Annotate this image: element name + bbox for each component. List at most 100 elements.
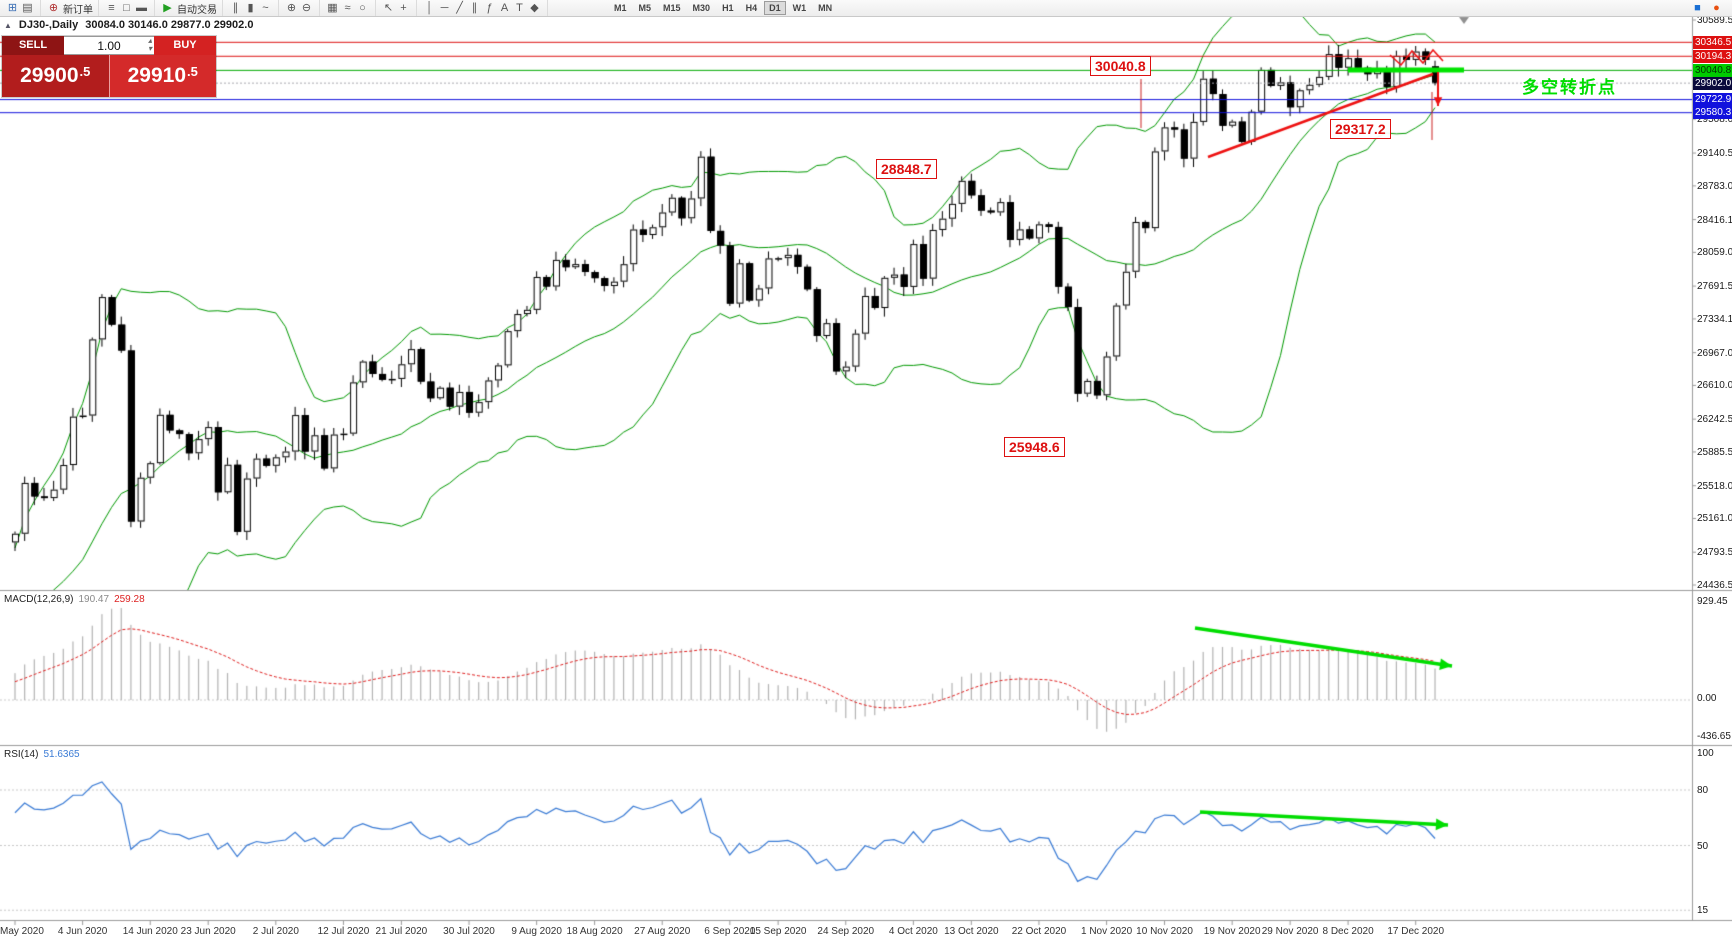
timeframe-button-H1[interactable]: H1 — [722, 3, 734, 13]
fibonacci-icon[interactable]: ƒ — [486, 2, 493, 14]
toolbar: ⊞ ▤ ⊕ 新订单 ≡ □ ▬ ▶ 自动交易 ∥ ▮ ~ ⊕ ⊖ ▦ ≈ ○ ↖ + │ ─ ╱ ∥ ƒ A T ◆ M1 M5 M15… — [0, 0, 1732, 17]
buy-button[interactable]: BUY — [154, 36, 216, 55]
rsi-value: 51.6365 — [43, 749, 80, 760]
candlestick-icon[interactable]: ▮ — [247, 2, 254, 14]
crosshair-icon[interactable]: + — [400, 2, 407, 14]
bar-chart-icon[interactable]: ∥ — [232, 2, 239, 14]
rsi-axis-label: 100 — [1697, 748, 1714, 759]
macd-axis-label: 0.00 — [1697, 693, 1717, 704]
price-annotation: 25948.6 — [1004, 437, 1065, 457]
profiles-icon[interactable]: ▤ — [22, 2, 33, 14]
bid-price-fraction: .5 — [79, 63, 91, 79]
price-axis-label: 25885.5 — [1697, 446, 1732, 458]
date-axis-label: 12 Jul 2020 — [317, 926, 370, 937]
timeframe-button-MN[interactable]: MN — [818, 3, 833, 13]
timeframe-button-M15[interactable]: M15 — [663, 3, 681, 13]
toolbar-group: ∥ ▮ ~ — [223, 0, 279, 16]
price-line-label: 30194.3 — [1693, 49, 1732, 63]
toolbar-group: ≡ □ ▬ — [99, 0, 155, 16]
rsi-label: RSI(14) 51.6365 — [4, 749, 80, 760]
timeframe-button-M30[interactable]: M30 — [692, 3, 711, 13]
date-axis-label: 19 Nov 2020 — [1203, 926, 1261, 937]
text-icon[interactable]: A — [500, 2, 509, 14]
toolbar-left-groups: ⊞ ▤ ⊕ 新订单 ≡ □ ▬ ▶ 自动交易 ∥ ▮ ~ ⊕ ⊖ ▦ ≈ ○ ↖ + │ ─ ╱ ∥ ƒ A T ◆ — [0, 0, 548, 16]
timeframe-button-M1[interactable]: M1 — [614, 3, 627, 13]
auto-trading-button[interactable]: ▶ — [163, 2, 172, 14]
macd-name: MACD(12,26,9) — [4, 594, 74, 605]
toolbar-group: ⊕ ⊖ — [279, 0, 320, 16]
market-watch-icon[interactable]: ≡ — [108, 2, 115, 14]
new-order-button[interactable]: ⊕ — [48, 2, 59, 14]
zoom-in-icon[interactable]: ⊕ — [286, 2, 297, 14]
vertical-line-icon[interactable]: │ — [426, 2, 433, 14]
tile-windows-icon[interactable]: ▦ — [327, 2, 338, 14]
chat-icon[interactable]: ■ — [1694, 2, 1701, 14]
zoom-out-icon[interactable]: ⊖ — [301, 2, 312, 14]
indicators-icon[interactable]: ≈ — [344, 2, 351, 14]
horizontal-line-icon[interactable]: ─ — [440, 2, 449, 14]
date-axis-label: 22 Oct 2020 — [1011, 926, 1067, 937]
sell-price-button[interactable]: 29900 .5 — [2, 55, 109, 97]
volume-input[interactable]: 1.00 ▴ ▾ — [64, 36, 154, 55]
macd-main-value: 190.47 — [78, 594, 110, 605]
timeframe-button-M5[interactable]: M5 — [638, 3, 652, 13]
alert-icon[interactable]: ● — [1713, 2, 1720, 14]
macd-label: MACD(12,26,9) 190.47 259.28 — [4, 594, 145, 605]
timeframe-button-W1[interactable]: W1 — [792, 3, 807, 13]
date-axis-label: 21 Jul 2020 — [375, 926, 428, 937]
date-axis-label: 10 Nov 2020 — [1136, 926, 1193, 937]
period-icon[interactable]: ○ — [359, 2, 366, 14]
date-axis-label: 8 Dec 2020 — [1322, 926, 1374, 937]
rsi-name: RSI(14) — [4, 749, 39, 760]
date-axis-label: 15 Sep 2020 — [749, 926, 807, 937]
date-axis-label: 14 Jun 2020 — [122, 926, 178, 937]
price-line-label: 29722.9 — [1693, 93, 1732, 107]
price-axis-label: 27691.5 — [1697, 281, 1732, 293]
shapes-icon[interactable]: ◆ — [530, 2, 539, 14]
price-axis-label: 28059.0 — [1697, 247, 1732, 259]
annotation-note: 多空转折点 — [1522, 78, 1617, 97]
terminal-icon[interactable]: ▬ — [136, 2, 147, 14]
buy-price-button[interactable]: 29910 .5 — [108, 55, 216, 97]
label-icon[interactable]: T — [516, 2, 523, 14]
toolbar-group: ▶ 自动交易 — [155, 0, 223, 16]
volume-value: 1.00 — [97, 38, 121, 53]
navigator-icon[interactable]: □ — [123, 2, 130, 14]
auto-trading-button-label[interactable]: 自动交易 — [177, 4, 217, 16]
price-axis-label: 30589.5 — [1697, 15, 1732, 26]
toolbar-group: ⊕ 新订单 — [41, 0, 99, 16]
cursor-icon[interactable]: ↖ — [383, 2, 394, 14]
new-chart-icon[interactable]: ⊞ — [7, 2, 18, 14]
macd-signal-value: 259.28 — [114, 594, 145, 605]
timeframe-button-H4[interactable]: H4 — [745, 3, 758, 13]
date-axis-label: 17 Dec 2020 — [1387, 926, 1445, 937]
spin-up-icon[interactable]: ▴ — [147, 36, 152, 45]
date-axis-label: 18 Aug 2020 — [566, 926, 623, 937]
bid-price: 29900 — [20, 64, 79, 87]
rsi-axis-label: 80 — [1697, 785, 1709, 796]
price-axis-label: 28783.0 — [1697, 180, 1732, 192]
symbol-name: DJ30-,Daily — [18, 19, 79, 31]
trendline-icon[interactable]: ╱ — [456, 2, 463, 14]
price-annotation: 30040.8 — [1090, 56, 1151, 76]
symbol-ohlc: 30084.0 30146.0 29877.0 29902.0 — [85, 19, 254, 31]
price-axis-label: 26967.0 — [1697, 347, 1732, 359]
timeframe-button-D1[interactable]: D1 — [764, 1, 786, 15]
sell-button[interactable]: SELL — [2, 36, 64, 55]
volume-spinner[interactable]: ▴ ▾ — [148, 37, 152, 53]
price-axis-label: 29140.5 — [1697, 148, 1732, 160]
toolbar-group: │ ─ ╱ ∥ ƒ A T ◆ — [417, 0, 548, 16]
new-order-button-label[interactable]: 新订单 — [63, 4, 93, 16]
price-line-label: 29902.0 — [1693, 76, 1732, 90]
date-axis-label: 27 Aug 2020 — [634, 926, 691, 937]
price-axis-label: 26242.5 — [1697, 414, 1732, 426]
toolbar-group: ⊞ ▤ — [0, 0, 41, 16]
date-axis-label: 24 Sep 2020 — [817, 926, 875, 937]
channel-icon[interactable]: ∥ — [471, 2, 478, 14]
line-chart-icon[interactable]: ~ — [262, 2, 269, 14]
spin-down-icon[interactable]: ▾ — [147, 44, 152, 53]
date-axis-label: 4 Jun 2020 — [57, 926, 108, 937]
date-axis-label: 26 May 2020 — [0, 926, 44, 937]
price-axis-label: 28416.1 — [1697, 214, 1732, 226]
